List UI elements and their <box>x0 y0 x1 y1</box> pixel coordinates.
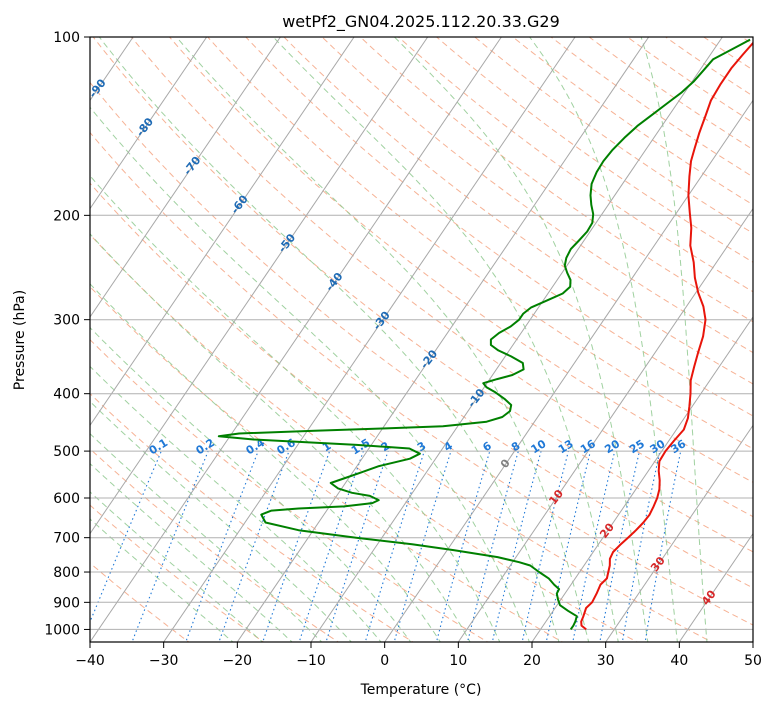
x-tick-label: −20 <box>223 653 253 669</box>
x-tick-label: −30 <box>149 653 179 669</box>
y-tick-label: 400 <box>53 387 80 403</box>
y-tick-label: 700 <box>53 531 80 547</box>
y-tick-label: 300 <box>53 313 80 329</box>
x-tick-label: 50 <box>744 653 762 669</box>
y-tick-label: 600 <box>53 491 80 507</box>
x-tick-label: 0 <box>380 653 389 669</box>
y-tick-label: 1000 <box>44 622 80 638</box>
x-tick-label: 10 <box>449 653 467 669</box>
y-tick-label: 800 <box>53 565 80 581</box>
y-tick-label: 900 <box>53 595 80 611</box>
x-tick-label: −40 <box>75 653 105 669</box>
x-tick-label: 30 <box>597 653 615 669</box>
y-tick-label: 200 <box>53 208 80 224</box>
y-tick-label: 500 <box>53 444 80 460</box>
y-tick-label: 100 <box>53 30 80 46</box>
x-tick-label: 40 <box>670 653 688 669</box>
x-axis-title: Temperature (°C) <box>360 682 482 698</box>
x-tick-label: 20 <box>523 653 541 669</box>
chart-title: wetPf2_GN04.2025.112.20.33.G29 <box>282 12 560 32</box>
x-tick-label: −10 <box>296 653 326 669</box>
y-axis-title: Pressure (hPa) <box>12 290 28 390</box>
